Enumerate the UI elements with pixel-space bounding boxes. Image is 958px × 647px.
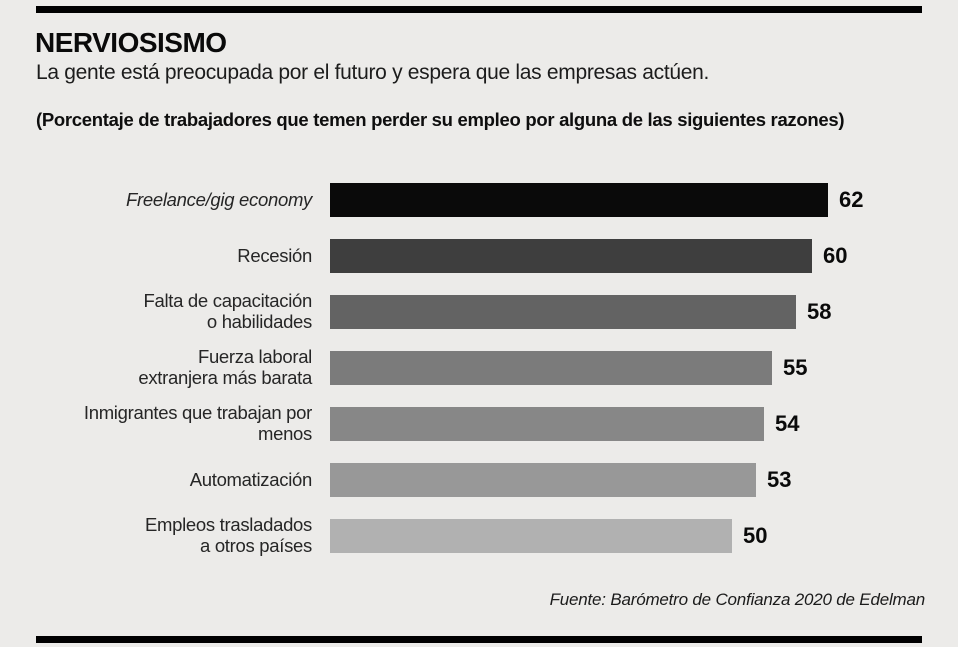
category-label: Falta de capacitación o habilidades [143, 290, 312, 332]
value-label: 60 [823, 243, 848, 268]
value-label: 55 [783, 355, 808, 380]
bar-row: Inmigrantes que trabajan por menos 54 [36, 402, 922, 444]
bar-row: Empleos trasladados a otros países 50 [36, 514, 922, 556]
bar-chart: Freelance/gig economy 62 Recesión 60 Falta d… [36, 183, 922, 575]
category-label: Empleos trasladados a otros países [144, 514, 312, 556]
bar [330, 463, 756, 497]
bar [330, 295, 796, 329]
value-label: 50 [743, 523, 768, 548]
bar-row: Freelance/gig economy 62 [36, 183, 922, 217]
bar-row: Recesión 60 [36, 239, 922, 273]
bottom-rule [36, 636, 922, 643]
page-subtitle: La gente está preocupada por el futuro y… [36, 61, 710, 84]
bar [330, 183, 828, 217]
source-credit: Fuente: Barómetro de Confianza 2020 de E… [549, 590, 926, 609]
bar [330, 407, 764, 441]
bar [330, 519, 732, 553]
value-label: 62 [839, 187, 864, 212]
bar-row: Automatización 53 [36, 463, 922, 497]
top-rule [36, 6, 922, 13]
page-title: NERVIOSISMO [35, 27, 227, 58]
category-label: Freelance/gig economy [126, 188, 312, 210]
category-label: Fuerza laboral extranjera más barata [138, 346, 312, 388]
bar [330, 351, 772, 385]
bar [330, 239, 812, 273]
bar-row: Fuerza laboral extranjera más barata 55 [36, 346, 922, 388]
bar-row: Falta de capacitación o habilidades 58 [36, 290, 922, 332]
value-label: 53 [767, 467, 792, 492]
category-label: Automatización [189, 468, 313, 490]
category-label: Inmigrantes que trabajan por menos [83, 402, 312, 444]
value-label: 58 [807, 299, 832, 324]
value-label: 54 [775, 411, 800, 436]
category-label: Recesión [237, 244, 312, 266]
chart-description: (Porcentaje de trabajadores que temen pe… [36, 109, 845, 130]
